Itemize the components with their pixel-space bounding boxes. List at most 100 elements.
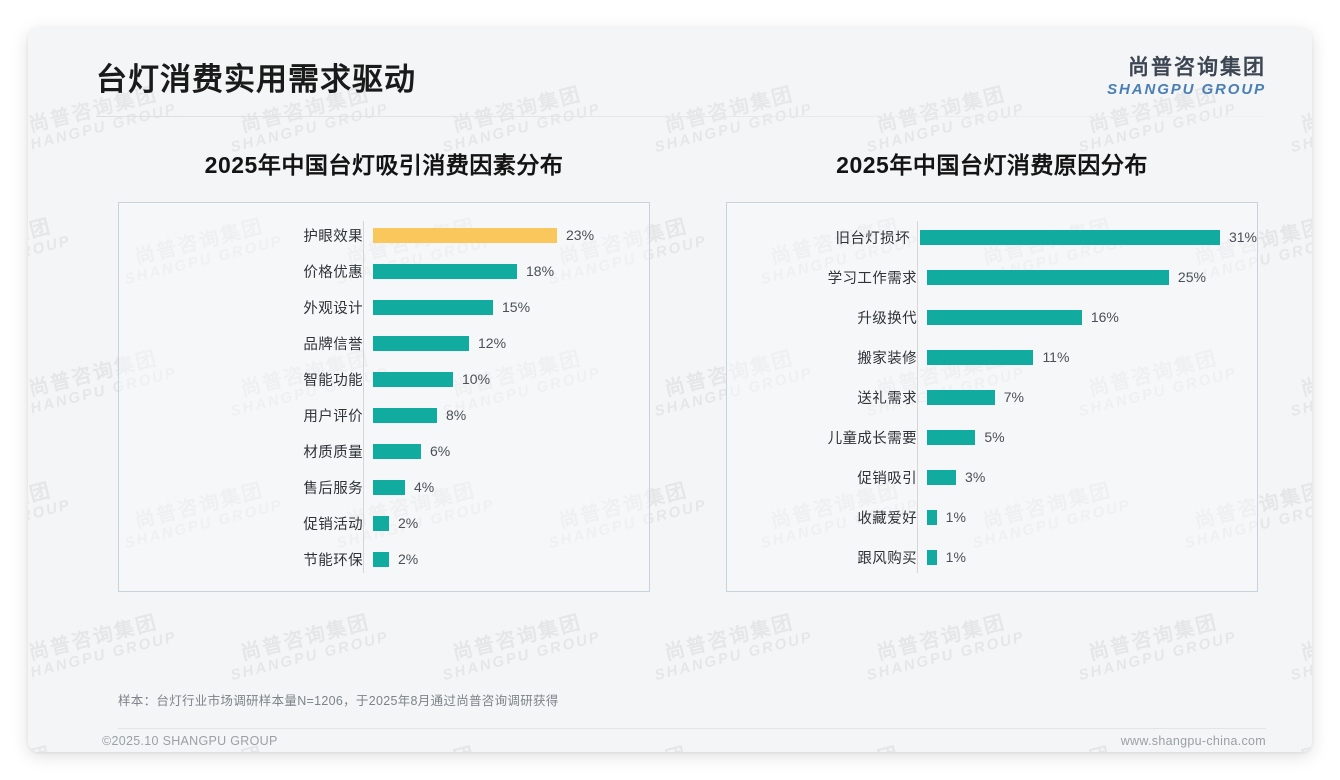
bar-category-label: 护眼效果 <box>303 228 363 245</box>
category-axis-line <box>917 221 918 573</box>
bar-category-label: 儿童成长需要 <box>827 430 917 447</box>
chart-panel: 旧台灯损坏 31% 学习工作需求 25% 升级换代 16% 搬家装修 11% 送礼需求 7% 儿童成… <box>726 202 1258 592</box>
header-divider <box>96 116 1266 117</box>
logo-english-name: SHANGPU GROUP <box>1107 81 1266 99</box>
bar-value-label: 16% <box>1090 309 1119 325</box>
plot-area: 旧台灯损坏 31% 学习工作需求 25% 升级换代 16% 搬家装修 11% 送礼需求 7% 儿童成… <box>727 203 1257 591</box>
bar <box>927 389 995 405</box>
chart-panel: 护眼效果 23% 价格优惠 18% 外观设计 15% 品牌信誉 12% 智能功能 10% 用户评价 8… <box>118 202 650 592</box>
bar-value-label: 6% <box>430 443 451 459</box>
bar-category-label: 跟风购买 <box>857 550 917 567</box>
bar-category-label: 学习工作需求 <box>827 270 917 287</box>
plot-area: 护眼效果 23% 价格优惠 18% 外观设计 15% 品牌信誉 12% 智能功能 10% 用户评价 8… <box>119 203 649 591</box>
bar-value-label: 2% <box>398 551 419 567</box>
bar-value-label: 5% <box>984 429 1005 445</box>
bar-value-label: 25% <box>1177 269 1206 285</box>
bar-row: 促销吸引 3% <box>727 466 1257 488</box>
bar-row: 节能环保 2% <box>119 548 649 570</box>
bar-row: 护眼效果 23% <box>119 224 649 246</box>
bar <box>927 309 1082 325</box>
bar-value-label: 7% <box>1003 389 1024 405</box>
chart-purchase-reasons: 2025年中国台灯消费原因分布 旧台灯损坏 31% 学习工作需求 25% 升级换代 16%… <box>698 146 1286 592</box>
bar <box>373 227 557 243</box>
bar-value-label: 12% <box>478 335 507 351</box>
sample-footnote: 样本：台灯行业市场调研样本量N=1206，于2025年8月通过尚普咨询调研获得 <box>118 694 559 708</box>
bar-category-label: 升级换代 <box>857 310 917 327</box>
bar <box>373 335 469 351</box>
bar-rows: 护眼效果 23% 价格优惠 18% 外观设计 15% 品牌信誉 12% 智能功能 10% 用户评价 8… <box>119 203 649 591</box>
bar-category-label: 送礼需求 <box>857 390 917 407</box>
bar-value-label: 31% <box>1228 229 1257 245</box>
bar-row: 跟风购买 1% <box>727 546 1257 568</box>
bar-category-label: 外观设计 <box>303 300 363 317</box>
bar-category-label: 收藏爱好 <box>857 510 917 527</box>
bar-value-label: 10% <box>462 371 491 387</box>
bar-value-label: 11% <box>1042 349 1070 365</box>
bar <box>927 469 957 485</box>
slide: 尚普咨询集团 SHANGPU GROUP 尚普咨询集团 SHANGPU GROUP 尚普… <box>28 28 1312 752</box>
bar-row: 智能功能 10% <box>119 368 649 390</box>
bar-row: 升级换代 16% <box>727 306 1257 328</box>
bar-row: 学习工作需求 25% <box>727 266 1257 288</box>
bar-value-label: 1% <box>945 509 966 525</box>
category-axis-line <box>363 221 364 573</box>
website-link[interactable]: www.shangpu-china.com <box>1120 734 1266 748</box>
bar-value-label: 2% <box>398 515 419 531</box>
chart-attracting-factors: 2025年中国台灯吸引消费因素分布 护眼效果 23% 价格优惠 18% 外观设计 15% 品… <box>90 146 678 592</box>
bar-row: 旧台灯损坏 31% <box>727 226 1257 248</box>
bar <box>373 515 389 531</box>
slide-header: 台灯消费实用需求驱动 尚普咨询集团 SHANGPU GROUP <box>28 28 1312 120</box>
bar <box>373 443 421 459</box>
chart-title: 2025年中国台灯吸引消费因素分布 <box>204 152 564 178</box>
bar <box>927 509 937 525</box>
bar-category-label: 促销活动 <box>303 516 363 533</box>
bar <box>927 549 937 565</box>
bar <box>373 479 405 495</box>
bar <box>927 429 976 445</box>
bar-row: 材质质量 6% <box>119 440 649 462</box>
bar <box>373 299 493 315</box>
bar-row: 价格优惠 18% <box>119 260 649 282</box>
bar-category-label: 旧台灯损坏 <box>835 230 910 247</box>
bar <box>373 263 517 279</box>
bar-row: 用户评价 8% <box>119 404 649 426</box>
brand-logo: 尚普咨询集团 SHANGPU GROUP <box>1107 56 1266 99</box>
bar-row: 搬家装修 11% <box>727 346 1257 368</box>
bar <box>373 551 389 567</box>
bar-row: 送礼需求 7% <box>727 386 1257 408</box>
bar-value-label: 1% <box>945 549 966 565</box>
bar-value-label: 8% <box>446 407 467 423</box>
bar-category-label: 用户评价 <box>303 408 363 425</box>
bar <box>373 371 453 387</box>
bar-value-label: 3% <box>965 469 986 485</box>
bar <box>919 229 1220 245</box>
chart-title: 2025年中国台灯消费原因分布 <box>836 152 1148 178</box>
bar-value-label: 4% <box>414 479 435 495</box>
bar <box>927 349 1034 365</box>
bar-category-label: 价格优惠 <box>303 264 363 281</box>
bar-row: 收藏爱好 1% <box>727 506 1257 528</box>
slide-footer: ©2025.10 SHANGPU GROUP www.shangpu-china… <box>28 728 1312 752</box>
bar-row: 促销活动 2% <box>119 512 649 534</box>
bar-row: 售后服务 4% <box>119 476 649 498</box>
copyright-text: ©2025.10 SHANGPU GROUP <box>102 734 278 748</box>
bar-category-label: 智能功能 <box>303 372 363 389</box>
bar-category-label: 售后服务 <box>303 480 363 497</box>
bar-row: 儿童成长需要 5% <box>727 426 1257 448</box>
bar <box>373 407 437 423</box>
bar-row: 外观设计 15% <box>119 296 649 318</box>
logo-chinese-name: 尚普咨询集团 <box>1128 56 1266 79</box>
page-title: 台灯消费实用需求驱动 <box>96 62 416 97</box>
bar-category-label: 促销吸引 <box>857 470 917 487</box>
bar-category-label: 搬家装修 <box>857 350 917 367</box>
bar <box>927 269 1169 285</box>
